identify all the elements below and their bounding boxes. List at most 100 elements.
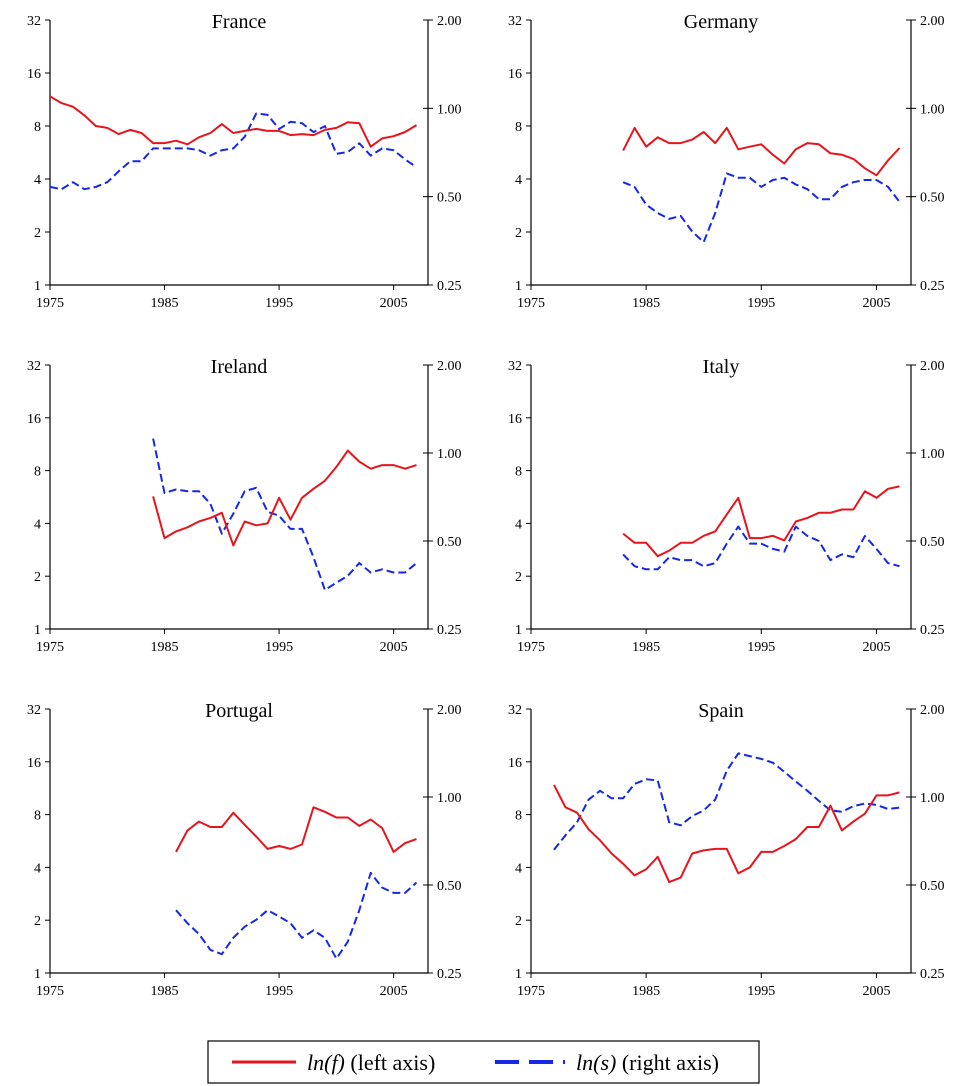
- x-tick-label: 2005: [380, 984, 408, 999]
- x-tick-label: 1975: [517, 984, 545, 999]
- right-tick-label: 0.25: [437, 623, 462, 638]
- series-ln-f-line: [622, 126, 901, 177]
- right-tick-label: 2.00: [437, 359, 462, 374]
- series-ln-f-line: [49, 95, 418, 148]
- right-tick-label: 0.25: [920, 623, 945, 638]
- left-tick-label: 4: [515, 517, 522, 532]
- panel-france: 1 2 4 8 16 32 0.25 0.50 1.00 2.00 1975 1985 1995 2005…: [27, 11, 462, 311]
- x-tick-label: 2005: [380, 640, 408, 655]
- x-tick-label: 1985: [632, 640, 660, 655]
- x-tick-label: 1995: [747, 640, 775, 655]
- x-tick-label: 1975: [36, 640, 64, 655]
- left-tick-label: 8: [515, 809, 522, 824]
- left-tick-label: 1: [34, 279, 41, 294]
- panel-title: France: [212, 11, 267, 33]
- right-tick-label: 0.50: [437, 191, 462, 206]
- right-tick-label: 1.00: [437, 447, 462, 462]
- left-tick-label: 4: [34, 173, 41, 188]
- right-tick-label: 0.50: [920, 879, 945, 894]
- left-tick-label: 16: [508, 756, 522, 771]
- panel-title: Germany: [684, 11, 758, 33]
- left-tick-label: 8: [34, 120, 41, 135]
- panel-portugal: 1 2 4 8 16 32 0.25 0.50 1.00 2.00 1975 1985 1995 2005…: [27, 700, 462, 999]
- right-tick-label: 2.00: [920, 14, 945, 29]
- left-tick-label: 2: [34, 570, 41, 585]
- x-tick-label: 1985: [632, 296, 660, 311]
- series-ln-f-line: [175, 806, 417, 853]
- series-ln-s-line: [622, 525, 900, 571]
- x-tick-label: 1995: [265, 296, 293, 311]
- panel-ireland: 1 2 4 8 16 32 0.25 0.50 1.00 2.00 1975 1985 1995 2005…: [27, 356, 462, 655]
- right-tick-label: 0.50: [920, 535, 945, 550]
- left-tick-label: 4: [34, 861, 41, 876]
- series-ln-s-line: [152, 438, 418, 591]
- left-tick-label: 16: [27, 412, 41, 427]
- x-tick-label: 1975: [517, 296, 545, 311]
- left-tick-label: 8: [515, 465, 522, 480]
- x-tick-label: 2005: [862, 640, 890, 655]
- x-tick-label: 1985: [151, 640, 179, 655]
- left-tick-label: 2: [515, 570, 522, 585]
- x-tick-label: 2005: [862, 984, 890, 999]
- right-tick-label: 2.00: [437, 14, 462, 29]
- left-tick-label: 8: [34, 809, 41, 824]
- panel-spain: 1 2 4 8 16 32 0.25 0.50 1.00 2.00 1975 1985 1995 2005…: [508, 700, 945, 999]
- panel-germany: 1 2 4 8 16 32 0.25 0.50 1.00 2.00 1975 1985 1995 2005…: [508, 11, 945, 311]
- right-tick-label: 0.50: [437, 879, 462, 894]
- left-tick-label: 2: [34, 226, 41, 241]
- left-tick-label: 1: [34, 623, 41, 638]
- left-tick-label: 2: [515, 226, 522, 241]
- legend-label-ln-f: ln(f) (left axis): [307, 1050, 435, 1075]
- series-ln-s-line: [175, 871, 418, 960]
- right-tick-label: 2.00: [437, 703, 462, 718]
- left-tick-label: 4: [515, 861, 522, 876]
- series-ln-f-line: [152, 449, 417, 547]
- x-tick-label: 1975: [36, 296, 64, 311]
- right-tick-label: 0.25: [437, 967, 462, 982]
- series-ln-f-line: [553, 784, 900, 884]
- left-tick-label: 16: [508, 67, 522, 82]
- left-tick-label: 32: [27, 703, 41, 718]
- x-tick-label: 1985: [151, 984, 179, 999]
- right-tick-label: 1.00: [920, 447, 945, 462]
- left-tick-label: 4: [515, 173, 522, 188]
- left-tick-label: 1: [515, 967, 522, 982]
- panel-title: Ireland: [211, 356, 268, 378]
- left-tick-label: 2: [515, 914, 522, 929]
- left-tick-label: 8: [34, 465, 41, 480]
- series-ln-s-line: [49, 112, 418, 191]
- left-tick-label: 1: [515, 623, 522, 638]
- right-tick-label: 0.25: [920, 967, 945, 982]
- series-ln-s-line: [553, 752, 900, 851]
- x-tick-label: 2005: [862, 296, 890, 311]
- left-tick-label: 8: [515, 120, 522, 135]
- left-tick-label: 4: [34, 517, 41, 532]
- right-tick-label: 0.50: [920, 191, 945, 206]
- legend-label-ln-s: ln(s) (right axis): [576, 1050, 719, 1075]
- right-tick-label: 1.00: [437, 791, 462, 806]
- x-tick-label: 1995: [747, 984, 775, 999]
- series-ln-f-line: [622, 485, 900, 558]
- left-tick-label: 32: [508, 14, 522, 29]
- x-tick-label: 1995: [265, 984, 293, 999]
- left-tick-label: 1: [34, 967, 41, 982]
- left-tick-label: 16: [508, 412, 522, 427]
- x-tick-label: 1985: [632, 984, 660, 999]
- left-tick-label: 16: [27, 67, 41, 82]
- right-tick-label: 0.50: [437, 535, 462, 550]
- panel-title: Italy: [703, 356, 740, 378]
- panel-title: Spain: [698, 700, 744, 722]
- x-tick-label: 1995: [265, 640, 293, 655]
- left-tick-label: 32: [27, 14, 41, 29]
- series-ln-s-line: [622, 172, 901, 244]
- x-tick-label: 2005: [380, 296, 408, 311]
- left-tick-label: 1: [515, 279, 522, 294]
- x-tick-label: 1995: [747, 296, 775, 311]
- x-tick-label: 1975: [36, 984, 64, 999]
- left-tick-label: 32: [508, 703, 522, 718]
- x-tick-label: 1975: [517, 640, 545, 655]
- legend-box: [207, 1040, 760, 1084]
- right-tick-label: 1.00: [437, 102, 462, 117]
- right-tick-label: 0.25: [920, 279, 945, 294]
- left-tick-label: 32: [27, 359, 41, 374]
